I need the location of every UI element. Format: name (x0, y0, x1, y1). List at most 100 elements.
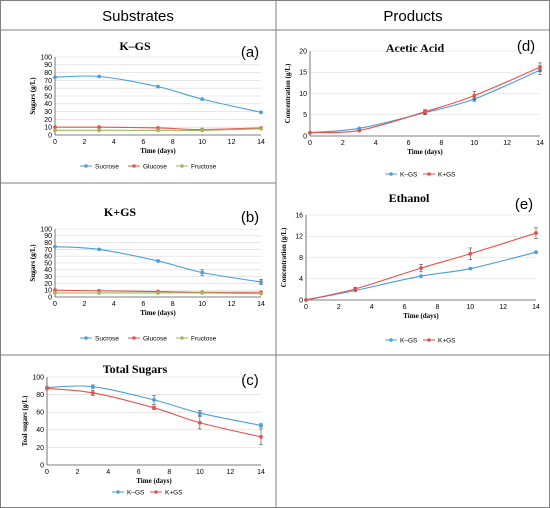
data-point (200, 97, 205, 102)
legend-swatch-marker (132, 336, 136, 340)
legend: K–GS K+GS (385, 337, 456, 344)
y-tick-label: 100 (40, 226, 52, 233)
x-tick-label: 4 (112, 301, 116, 308)
y-tick-label: 70 (44, 78, 52, 85)
chart-title: K–GS (119, 39, 151, 53)
data-point (200, 291, 205, 295)
y-tick-label: 0 (299, 297, 303, 304)
legend-swatch-marker (154, 490, 158, 494)
data-point (423, 109, 427, 114)
data-point (97, 74, 102, 79)
x-tick-label: 14 (257, 301, 265, 308)
legend: K–GS K+GS (112, 489, 183, 496)
y-tick-label: 20 (44, 117, 52, 124)
data-point (90, 390, 95, 395)
x-tick-label: 10 (466, 304, 474, 311)
data-point (419, 274, 423, 278)
x-tick-label: 2 (337, 304, 341, 311)
series-line (309, 66, 541, 134)
y-tick-label: 80 (36, 392, 44, 399)
data-point (156, 259, 160, 263)
y-tick-label: 10 (44, 288, 52, 295)
x-tick-label: 10 (198, 301, 206, 308)
data-point (468, 251, 473, 256)
x-tick-label: 12 (499, 304, 507, 311)
chart-e: Ethanol (e) 0 4 8 12 16 0 2 4 6 8 10 12 14 Time (days) C… (280, 191, 540, 344)
y-tick-label: 20 (299, 48, 307, 55)
x-tick-label: 6 (141, 301, 145, 308)
x-tick-label: 0 (53, 139, 57, 146)
y-tick-label: 100 (32, 374, 44, 381)
x-axis-label: Time (days) (140, 309, 176, 317)
y-tick-label: 4 (299, 276, 303, 283)
x-tick-label: 14 (257, 469, 265, 476)
legend-label: K–GS (127, 489, 145, 496)
y-tick-label: 60 (44, 86, 52, 93)
data-point (357, 128, 362, 133)
series-0 (45, 384, 263, 428)
data-point (156, 84, 160, 89)
x-tick-label: 6 (403, 304, 407, 311)
data-point (53, 244, 57, 249)
y-axis-label: Sugars (g/L) (29, 77, 37, 115)
x-tick-label: 4 (112, 139, 116, 146)
data-point (308, 130, 312, 135)
legend-label: K+GS (438, 171, 456, 178)
legend-label: Sucrose (95, 163, 119, 170)
x-tick-label: 0 (308, 140, 312, 147)
y-tick-label: 60 (44, 254, 52, 261)
y-tick-label: 20 (44, 281, 52, 288)
series-0 (304, 250, 538, 302)
legend-label: K+GS (438, 337, 456, 344)
legend-label: K–GS (400, 171, 418, 178)
x-tick-label: 2 (82, 139, 86, 146)
panel-label: (e) (515, 196, 533, 213)
series-line (309, 69, 541, 134)
y-tick-label: 0 (303, 133, 307, 140)
y-tick-label: 80 (44, 70, 52, 77)
x-axis-label: Time (days) (403, 312, 439, 320)
x-tick-label: 10 (470, 140, 478, 147)
x-tick-label: 12 (228, 301, 236, 308)
x-tick-label: 8 (435, 304, 439, 311)
x-tick-label: 6 (141, 139, 145, 146)
y-tick-label: 30 (44, 109, 52, 116)
legend-swatch-marker (427, 338, 431, 342)
series-1 (45, 386, 263, 446)
x-tick-label: 12 (503, 140, 511, 147)
legend-swatch-marker (180, 164, 184, 168)
series-0 (53, 244, 263, 286)
y-tick-label: 30 (44, 274, 52, 281)
x-tick-label: 4 (370, 304, 374, 311)
panel-label: (b) (241, 209, 259, 226)
data-point (152, 405, 156, 410)
y-tick-label: 70 (44, 247, 52, 254)
data-point (200, 128, 205, 133)
x-tick-label: 6 (407, 140, 411, 147)
x-tick-label: 6 (137, 469, 141, 476)
legend-label: K–GS (400, 337, 418, 344)
y-tick-label: 50 (44, 260, 52, 267)
chart-title: Ethanol (389, 191, 430, 205)
x-tick-label: 0 (53, 301, 57, 308)
data-point (538, 65, 542, 70)
data-point (53, 75, 57, 80)
x-axis-label: Time (days) (136, 477, 172, 485)
y-tick-label: 10 (299, 91, 307, 98)
data-point (304, 298, 308, 302)
legend-swatch-marker (389, 338, 393, 342)
x-axis-label: Time (days) (407, 148, 443, 156)
legend-label: Fructose (191, 163, 217, 170)
x-tick-label: 4 (106, 469, 110, 476)
data-point (53, 128, 57, 133)
x-tick-label: 14 (532, 304, 540, 311)
panel-label: (d) (517, 38, 535, 55)
panel-label: (a) (241, 44, 259, 61)
legend-swatch-marker (116, 490, 120, 494)
y-tick-label: 60 (36, 410, 44, 417)
x-tick-label: 14 (257, 139, 265, 146)
x-axis-label: Time (days) (140, 147, 176, 155)
